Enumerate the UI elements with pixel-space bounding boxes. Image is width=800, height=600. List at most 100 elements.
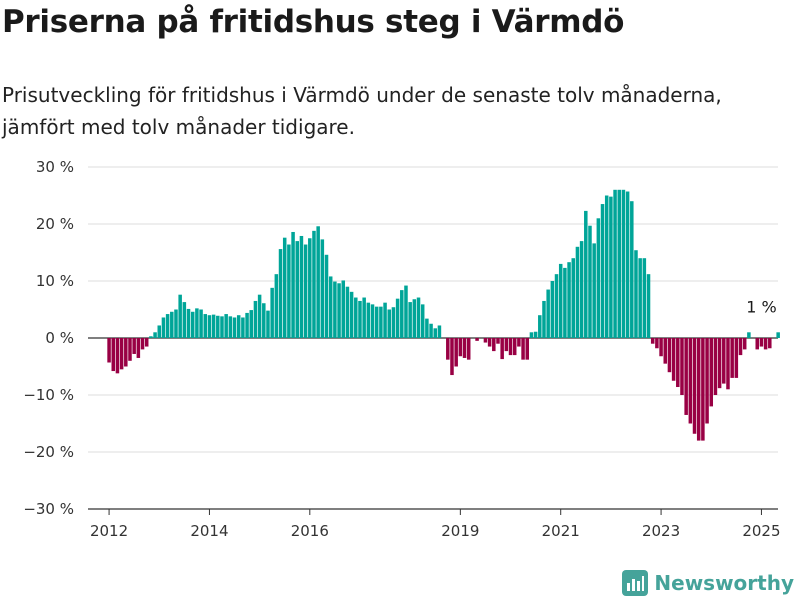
bar	[692, 338, 697, 434]
bar	[659, 338, 663, 357]
bar	[107, 338, 111, 363]
x-tick-label: 2023	[642, 522, 680, 540]
bar	[433, 328, 438, 338]
bar	[282, 237, 287, 338]
bar	[625, 191, 630, 338]
bar	[504, 338, 509, 352]
bar	[655, 338, 659, 349]
bar	[420, 304, 425, 338]
bar	[111, 338, 116, 372]
bar	[287, 244, 291, 338]
y-tick-label: −30 %	[23, 500, 74, 518]
bar	[161, 317, 166, 338]
bar	[646, 274, 651, 338]
bar	[763, 338, 768, 350]
bar	[115, 338, 120, 374]
newsworthy-logo[interactable]: Newsworthy	[622, 570, 794, 596]
bar	[584, 210, 588, 338]
bar	[341, 280, 346, 338]
bar	[676, 338, 680, 388]
bar	[295, 241, 300, 338]
y-tick-label: −20 %	[23, 443, 74, 461]
bar	[558, 263, 563, 338]
annotations: 1 %	[746, 297, 776, 316]
brand-name: Newsworthy	[654, 571, 794, 595]
bar	[747, 332, 751, 338]
bar	[554, 274, 559, 338]
bar	[621, 189, 626, 338]
bar	[124, 338, 128, 367]
bar	[358, 300, 362, 338]
bar	[119, 338, 124, 370]
bar	[776, 332, 780, 338]
bar	[165, 314, 170, 338]
bar	[483, 338, 488, 343]
bar	[475, 338, 479, 341]
bar	[567, 262, 571, 338]
bar	[362, 297, 366, 338]
bar	[140, 338, 145, 350]
bar	[529, 332, 534, 338]
bar	[186, 308, 191, 338]
bar	[416, 297, 421, 338]
bar	[203, 314, 208, 338]
bar	[525, 338, 530, 360]
bar	[458, 338, 463, 357]
bar	[178, 294, 182, 338]
bar	[320, 239, 325, 338]
chart-title: Priserna på fritidshus steg i Värmdö	[2, 4, 625, 40]
bar	[266, 310, 270, 338]
y-tick-label: −10 %	[23, 386, 74, 404]
bar	[328, 276, 333, 338]
bar	[128, 338, 132, 361]
bar	[680, 338, 684, 395]
bar	[349, 291, 354, 338]
bar	[216, 315, 220, 338]
bar	[220, 316, 224, 338]
bar	[609, 196, 613, 338]
bar	[207, 315, 212, 338]
bar	[412, 299, 417, 338]
bar	[408, 302, 412, 338]
bar	[512, 338, 517, 356]
bar	[734, 338, 739, 378]
bar	[542, 300, 546, 338]
bar	[684, 338, 688, 415]
bar	[634, 250, 638, 338]
bar	[429, 323, 433, 338]
bar	[717, 338, 722, 389]
bar	[592, 243, 596, 338]
bar	[400, 290, 404, 338]
bar	[730, 338, 734, 378]
y-axis-ticks: 30 % 20 % 10 % 0 % −10 % −20 % −30 %	[23, 158, 74, 518]
bar	[462, 338, 467, 358]
bar	[500, 338, 504, 360]
bars	[107, 189, 780, 441]
bar	[404, 285, 408, 338]
bar	[437, 325, 442, 338]
bar	[316, 226, 320, 338]
bar	[705, 338, 709, 424]
bar	[333, 281, 337, 338]
bar	[195, 308, 199, 338]
bar	[345, 286, 350, 338]
bar	[274, 274, 279, 338]
bar	[308, 238, 312, 338]
bar	[425, 318, 429, 338]
bar	[667, 338, 672, 373]
bar	[303, 244, 308, 338]
bar	[337, 283, 341, 338]
bar	[550, 281, 555, 338]
bar	[688, 338, 693, 424]
bar	[224, 314, 228, 338]
bar	[755, 338, 760, 350]
bar	[487, 338, 492, 347]
bar	[596, 218, 601, 338]
y-tick-label: 0 %	[45, 329, 74, 347]
bar	[713, 338, 718, 395]
bar	[312, 230, 316, 338]
bar	[170, 311, 174, 338]
x-tick-label: 2025	[742, 522, 780, 540]
bar	[671, 338, 676, 381]
bar	[370, 304, 375, 338]
